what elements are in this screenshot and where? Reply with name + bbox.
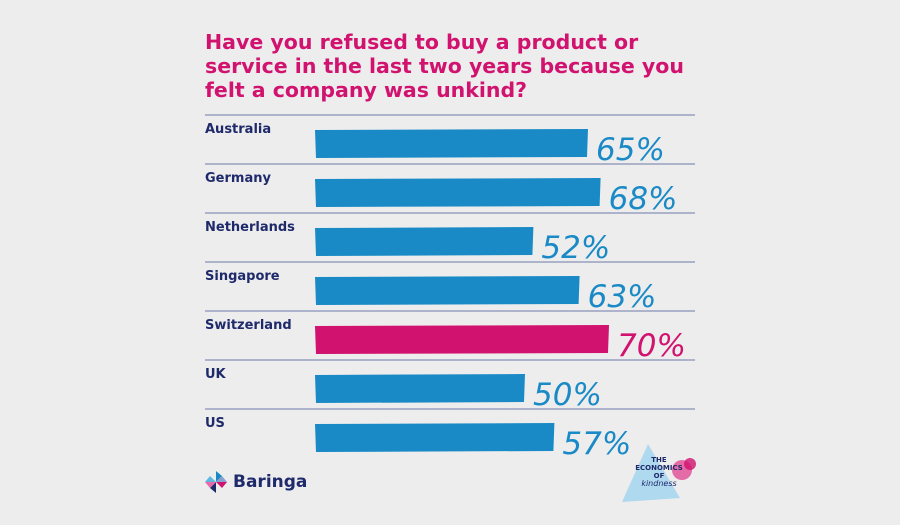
bar bbox=[315, 423, 555, 452]
baringa-pinwheel-icon bbox=[205, 471, 227, 493]
bar bbox=[315, 325, 609, 354]
badge-shape-icon bbox=[622, 444, 696, 502]
badge-line-4: kindness bbox=[641, 479, 677, 488]
value-label: 52% bbox=[541, 230, 610, 266]
chart-title: Have you refused to buy a product or ser… bbox=[205, 30, 684, 102]
badge-line-1: THE bbox=[651, 456, 667, 464]
category-label: UK bbox=[205, 367, 227, 382]
bar bbox=[315, 178, 601, 207]
category-label: Netherlands bbox=[205, 220, 295, 235]
badge-line-3: OF bbox=[653, 472, 665, 480]
bar bbox=[315, 374, 525, 403]
badge-line-2: ECONOMICS bbox=[635, 464, 683, 472]
category-label: Australia bbox=[205, 122, 271, 137]
value-label: 57% bbox=[562, 426, 631, 462]
category-label: Singapore bbox=[205, 269, 280, 284]
value-label: 68% bbox=[609, 181, 678, 217]
economics-of-kindness-badge: THE ECONOMICS OF kindness bbox=[618, 440, 700, 506]
baringa-logo: Baringa bbox=[204, 470, 307, 494]
value-label: 63% bbox=[588, 279, 657, 315]
bar bbox=[315, 276, 580, 305]
category-label: Germany bbox=[205, 171, 271, 186]
category-label: US bbox=[205, 416, 225, 431]
logo-text: Baringa bbox=[233, 472, 308, 492]
category-label: Switzerland bbox=[205, 318, 292, 333]
bar bbox=[315, 129, 588, 158]
value-label: 70% bbox=[617, 328, 686, 364]
bar bbox=[315, 227, 534, 256]
value-label: 50% bbox=[533, 377, 602, 413]
value-label: 65% bbox=[596, 132, 665, 168]
